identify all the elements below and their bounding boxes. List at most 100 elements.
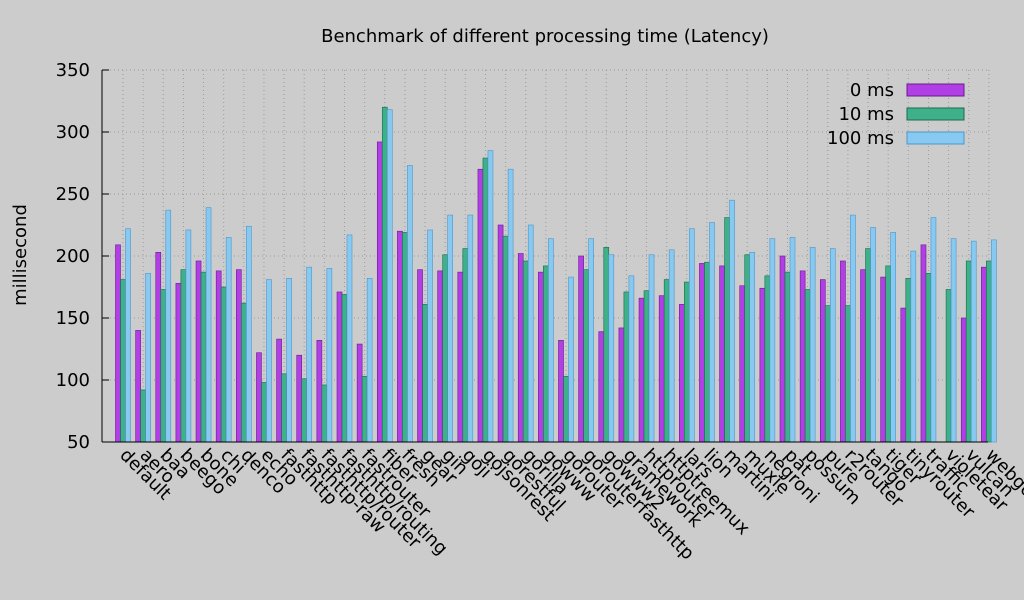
bar-0-ms-webgo	[981, 266, 987, 443]
y-tick-label: 250	[56, 184, 90, 205]
bar-0-ms-gowww2	[598, 331, 605, 443]
y-tick-labels: 50 100 150 200 250 300 350	[56, 60, 90, 453]
bar-10-ms-chi	[220, 286, 227, 443]
bar-0-ms-fasthttp/routing	[336, 291, 343, 443]
bar-10-ms-gorouterfasthttp	[583, 269, 589, 443]
bar-10-ms-goji	[462, 248, 469, 443]
bar-0-ms-baa	[155, 251, 162, 443]
bar-0-ms-pat	[779, 255, 786, 443]
bar-0-ms-gear	[417, 269, 423, 443]
bar-10-ms-tango	[865, 248, 871, 443]
bar-100-ms-fiber	[386, 109, 393, 443]
bar-100-ms-pure	[829, 248, 836, 443]
axes	[101, 69, 988, 443]
bar-10-ms-traffic	[925, 273, 932, 443]
bar-10-ms-gramework	[623, 291, 630, 443]
bar-100-ms-beego	[185, 229, 192, 443]
bar-100-ms-webgo	[991, 239, 997, 443]
bar-100-ms-baa	[165, 209, 172, 443]
bar-0-ms-gorilla	[517, 253, 524, 443]
bar-0-ms-gowww	[538, 271, 544, 443]
bar-0-ms-echo	[256, 352, 262, 443]
bar-0-ms-traffic	[920, 244, 927, 443]
bar-10-ms-bone	[200, 271, 207, 443]
bar-10-ms-gin	[442, 254, 448, 443]
bar-100-ms-default	[125, 228, 131, 443]
bar-10-ms-gowww	[543, 265, 549, 443]
bar-100-ms-violetear	[950, 238, 957, 443]
bar-0-ms-fasthttp	[276, 338, 282, 443]
bar-100-ms-httptreemux	[668, 249, 675, 443]
bar-0-ms-fastrouter	[356, 343, 363, 443]
bar-0-ms-beego	[175, 282, 182, 443]
bar-100-ms-chi	[225, 237, 232, 443]
bar-100-ms-gorouter	[568, 276, 574, 443]
bar-10-ms-lars	[684, 281, 690, 443]
legend-label: 10 ms	[838, 104, 894, 125]
bar-100-ms-r2router	[850, 214, 856, 443]
bar-0-ms-denco	[236, 269, 242, 443]
bar-100-ms-pat	[789, 237, 796, 443]
bar-0-ms-gorouterfasthttp	[578, 255, 584, 443]
bar-10-ms-fasthttp/router	[321, 384, 328, 443]
bar-10-ms-gojsonrest	[482, 157, 489, 443]
bar-100-ms-aero	[145, 273, 151, 443]
bar-100-ms-lion	[709, 222, 715, 443]
bar-10-ms-beego	[180, 269, 187, 443]
bar-100-ms-bone	[205, 207, 212, 443]
x-tick-labels: defaultaerobaabeegobonechidencoechofasth…	[115, 445, 1024, 565]
bar-0-ms-fiber	[376, 141, 383, 443]
bar-100-ms-muxie	[749, 251, 756, 443]
bar-0-ms-vulcan	[960, 317, 967, 443]
bar-0-ms-tiger	[880, 276, 886, 443]
bar-100-ms-fastrouter	[366, 278, 373, 443]
bar-100-ms-fasthttp	[286, 278, 292, 443]
bar-100-ms-gear	[427, 229, 433, 443]
bar-0-ms-tango	[860, 269, 866, 443]
bar-10-ms-fasthttp/routing	[341, 294, 348, 443]
bar-0-ms-gorouter	[558, 340, 564, 443]
bar-10-ms-fasthttp	[281, 373, 287, 443]
bar-0-ms-tinyrouter	[900, 307, 907, 443]
bar-0-ms-httptreemux	[658, 295, 665, 443]
bar-100-ms-denco	[246, 225, 252, 443]
y-tick-label: 150	[56, 308, 90, 329]
legend-swatch	[906, 131, 965, 145]
bar-10-ms-gorouter	[563, 375, 569, 443]
bar-100-ms-gin	[447, 214, 453, 443]
bar-100-ms-gramework	[628, 275, 635, 443]
bar-100-ms-vulcan	[970, 240, 977, 443]
bar-10-ms-fresh	[402, 232, 408, 443]
y-tick-label: 300	[56, 122, 90, 143]
bar-100-ms-fresh	[407, 165, 413, 443]
bar-10-ms-martini	[724, 217, 730, 443]
bar-100-ms-gorouterfasthttp	[588, 238, 594, 443]
bar-0-ms-gorestful	[497, 224, 504, 443]
bar-10-ms-gorilla	[522, 260, 529, 443]
bar-100-ms-goji	[467, 214, 474, 443]
bar-10-ms-fiber	[381, 106, 388, 443]
bar-100-ms-echo	[266, 279, 272, 443]
legend-swatch	[906, 83, 965, 97]
legend-swatch	[906, 107, 965, 121]
bar-100-ms-traffic	[930, 217, 937, 443]
bar-10-ms-fasthttp-raw	[301, 378, 308, 443]
y-tick-label: 50	[67, 432, 90, 453]
bar-0-ms-gin	[437, 270, 443, 443]
bar-100-ms-httprouter	[648, 254, 655, 443]
y-tick-label: 200	[56, 246, 90, 267]
legend-label: 100 ms	[827, 128, 894, 149]
bar-100-ms-fasthttp/router	[326, 268, 333, 443]
bar-0-ms-lion	[699, 263, 705, 443]
bar-0-ms-negroni	[759, 287, 766, 443]
bar-10-ms-gorestful	[502, 235, 509, 443]
bar-100-ms-gowww2	[608, 254, 615, 443]
bar-0-ms-gramework	[618, 327, 625, 443]
bar-100-ms-tango	[870, 227, 876, 443]
bar-0-ms-bone	[195, 260, 202, 443]
bar-10-ms-gowww2	[603, 247, 610, 443]
bar-100-ms-fasthttp/routing	[346, 234, 353, 443]
legend: 0 ms 10 ms 100 ms	[827, 80, 965, 149]
chart-title: Benchmark of different processing time (…	[321, 26, 769, 47]
